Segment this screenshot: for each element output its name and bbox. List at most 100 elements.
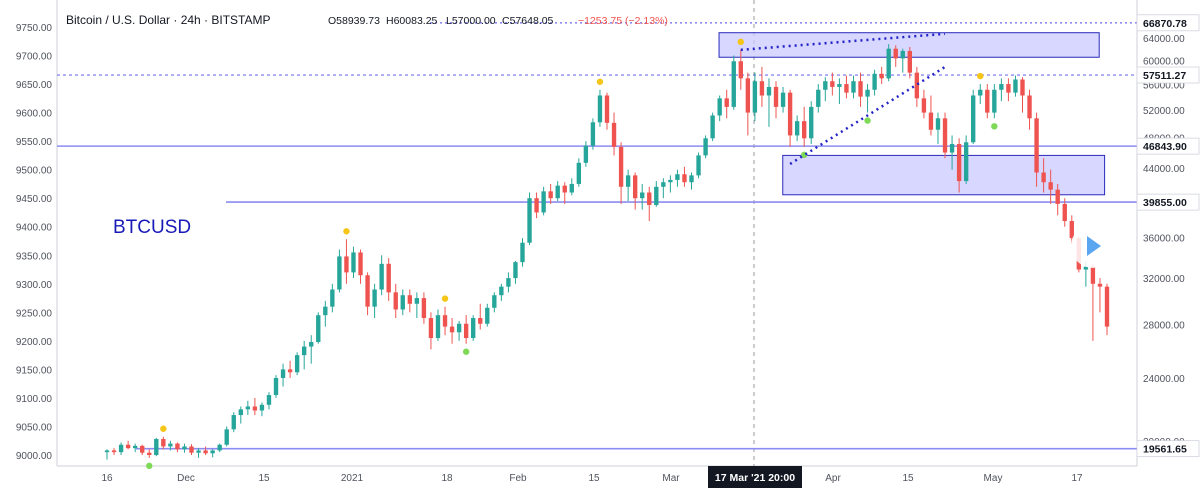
candle-body — [428, 318, 434, 339]
candle-body — [640, 192, 645, 199]
candle-body — [449, 326, 455, 333]
crosshair-time-box — [708, 466, 802, 488]
left-axis-tick-label: 9150.00 — [16, 365, 53, 376]
candle-body — [492, 295, 497, 308]
candle-body — [140, 445, 145, 453]
play-icon — [1087, 236, 1101, 256]
candle-body — [1055, 189, 1060, 204]
candle-body — [154, 439, 159, 455]
candle-body — [647, 192, 652, 206]
candle-body — [231, 415, 236, 430]
candle-body — [999, 84, 1004, 90]
candle-body — [273, 377, 279, 396]
left-axis-tick-label: 9700.00 — [16, 52, 53, 63]
time-axis-tick-label: 15 — [258, 473, 270, 484]
candle-body — [196, 450, 201, 453]
lower-zone — [782, 154, 1106, 196]
candle-body — [907, 50, 912, 73]
candle-body — [513, 262, 518, 279]
candle-body — [393, 292, 398, 310]
time-axis-tick-label: 16 — [101, 473, 113, 484]
candle-body — [604, 95, 610, 123]
candle-body — [520, 242, 525, 263]
candle-body — [421, 298, 427, 319]
candle-body — [731, 61, 736, 107]
candle-body — [830, 81, 835, 87]
candle-body — [766, 86, 772, 96]
candle-body — [1013, 79, 1018, 93]
candle-body — [802, 121, 807, 139]
candle-body — [217, 444, 222, 451]
candle-body — [435, 315, 441, 339]
candle-body — [485, 307, 490, 324]
candle-body — [534, 198, 539, 213]
left-price-axis[interactable]: 9750.00 9700.00 9650.00 9600.00 9550.00 9500.… — [16, 23, 53, 462]
candle-body — [992, 89, 997, 113]
candle-body — [182, 446, 187, 450]
play-button[interactable] — [1071, 224, 1115, 268]
candle-body — [161, 439, 166, 447]
candle-body — [499, 286, 504, 296]
swing-high-dot — [977, 72, 984, 80]
candle-body — [1048, 182, 1053, 190]
swing-high-dot — [596, 78, 604, 85]
candle-body — [1097, 283, 1103, 287]
candle-body — [1062, 203, 1067, 222]
candle-body — [921, 98, 927, 113]
candle-body — [985, 89, 990, 113]
candle-body — [689, 175, 694, 183]
swing-low-dot — [146, 462, 153, 470]
horizontal-levels — [57, 21, 1137, 450]
price-tag-label: 39855.00 — [1143, 197, 1187, 209]
time-axis-tick-label: May — [984, 473, 1003, 484]
candle-body — [266, 395, 272, 405]
price-tag-box — [1136, 193, 1200, 211]
candle-body — [224, 429, 229, 445]
candle-body — [611, 122, 617, 147]
upper-wedge-trendline — [740, 32, 946, 52]
right-axis-tick-label: 52000.00 — [1143, 106, 1185, 117]
lower-wedge-trendline — [789, 65, 946, 166]
candle-body — [259, 404, 265, 411]
time-axis[interactable]: 16 Dec 15 2021 18 Feb 15 Mar Apr 15 May 17 — [101, 473, 1083, 484]
candle-body — [548, 191, 553, 199]
candle-body — [569, 183, 574, 193]
open-value: O58939.73 — [328, 15, 380, 27]
candle-body — [562, 185, 567, 193]
candle-body — [456, 323, 462, 333]
price-tag-label: 46843.90 — [1143, 141, 1187, 153]
candle-body — [252, 406, 258, 411]
candle-body — [682, 174, 687, 183]
candle-body — [287, 369, 293, 373]
candle-body — [541, 191, 546, 213]
chart-title: Bitcoin / U.S. Dollar · 24h · BITSTAMP — [66, 13, 271, 27]
candle-body — [407, 295, 412, 304]
candle-body — [111, 450, 117, 453]
price-tag-box — [1136, 14, 1200, 32]
left-axis-tick-label: 9300.00 — [16, 280, 53, 291]
candle-body — [865, 89, 870, 97]
candle-body — [823, 81, 828, 90]
high-value: H60083.25 — [386, 15, 438, 27]
candle-body — [1034, 118, 1039, 173]
price-tags: 66870.78 57511.27 46843.90 39855.00 19561.65 — [1136, 14, 1200, 458]
crosshair-time-label: 17 Mar '21 20:00 — [715, 472, 795, 484]
candle-body — [893, 48, 898, 59]
candle-body — [794, 121, 800, 136]
time-axis-tick-label: Apr — [825, 473, 841, 484]
candle-body — [844, 84, 849, 93]
candle-body — [752, 81, 758, 113]
candle-body — [900, 50, 905, 59]
left-axis-tick-label: 9350.00 — [16, 251, 53, 262]
low-value: L57000.00 — [446, 15, 496, 27]
candle-body — [294, 355, 300, 373]
candle-body — [935, 118, 941, 130]
candle-body — [471, 318, 476, 339]
candle-body — [372, 289, 377, 307]
candle-body — [238, 409, 243, 416]
candle-body — [971, 95, 976, 143]
right-axis-tick-label: 24000.00 — [1143, 374, 1185, 385]
candle-body — [132, 445, 138, 449]
left-axis-tick-label: 9050.00 — [16, 422, 53, 433]
candle-body — [963, 142, 969, 182]
